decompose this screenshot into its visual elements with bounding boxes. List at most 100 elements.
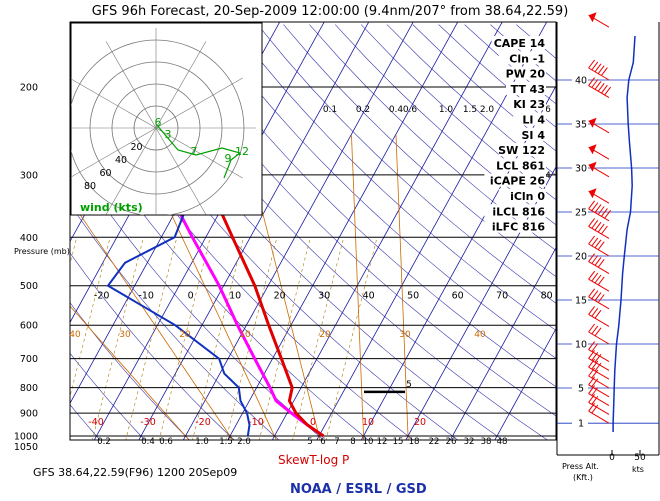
mixing-ratio-label-bottom: 8 [350, 437, 355, 447]
hodograph-point-label: 6 [155, 116, 162, 129]
index-value: LCL 861 [496, 159, 545, 172]
mixing-ratio-label: 0.4 [389, 105, 404, 115]
pressure-tick-label: 600 [20, 321, 38, 332]
hodograph-label: wind (kts) [80, 201, 143, 214]
index-value: TT 43 [511, 83, 545, 96]
theta-label: 40 [474, 330, 486, 340]
temperature-tick-bottom: -10 [248, 417, 264, 428]
isotherm [271, 22, 503, 440]
mixing-ratio-label-bottom: 1.0 [195, 437, 209, 447]
temperature-tick-bottom: 20 [414, 417, 426, 428]
barb-feather [594, 81, 602, 90]
temperature-tick-top: -10 [138, 291, 154, 302]
barb-feather [588, 306, 595, 315]
isotherm [494, 327, 556, 440]
index-bg [506, 97, 546, 111]
barb-feather [597, 241, 605, 250]
altitude-tick-label: 20 [575, 252, 587, 263]
mixing-ratio-label-bottom: 15 [393, 437, 404, 447]
hodograph-spoke [105, 41, 157, 129]
barb-staff [588, 278, 610, 292]
moist-adiabat [70, 305, 190, 440]
barb-staff [588, 296, 610, 310]
barb-feather [597, 258, 605, 268]
isotherm [182, 22, 414, 440]
barb-feather [597, 223, 605, 233]
moist-adiabat [395, 135, 409, 440]
temperature-tick-bottom: -30 [140, 417, 156, 428]
hodograph-ring-label: 20 [130, 142, 142, 153]
moist-adiabat [70, 199, 234, 440]
mixing-ratio-label-bottom: 38 [481, 437, 492, 447]
temperature-tick-top: 30 [318, 291, 330, 302]
altitude-label-bg [572, 162, 588, 173]
temperature-ticks-bottom: -40 -30 -20 -10 0 10 20 [88, 417, 426, 428]
barb-feather [601, 84, 608, 94]
theta-label: 40 [69, 330, 81, 340]
index-bg [484, 204, 546, 218]
mixing-ratio-label-bottom: 0.2 [97, 437, 111, 447]
barb-feather [591, 351, 599, 361]
altitude-tick-label: 35 [575, 120, 587, 131]
hodograph-ring-label: 80 [84, 181, 96, 192]
pressure-tick-label: 400 [20, 233, 38, 244]
pressure-tick-label: 800 [20, 383, 38, 394]
isotherm [0, 0, 15, 447]
barb-flag [588, 161, 597, 172]
barb-feather [597, 276, 605, 286]
temperature-tick-top: 40 [363, 291, 375, 302]
isotherm [360, 85, 556, 440]
hodograph-spoke [71, 78, 157, 129]
mixing-ratio-label-bottom: 2.0 [237, 437, 251, 447]
moist-adiabat [351, 135, 365, 440]
barb-feather [594, 353, 602, 363]
barb-feather [591, 378, 599, 388]
altitude-label-bg [572, 338, 588, 349]
mixing-ratio-label-mid: 4 [545, 171, 551, 181]
index-bg [491, 158, 546, 172]
plot-frame [69, 21, 557, 441]
barb-feather [594, 204, 602, 213]
barb-feather [597, 206, 605, 215]
hodograph-point-label: 9 [225, 152, 232, 165]
barb-feather [597, 65, 605, 74]
barb-feather [588, 358, 595, 368]
index-bg [506, 66, 546, 80]
speed-tick-label: 50 [634, 453, 646, 463]
temperature-tick-top: 50 [407, 291, 419, 302]
barb-feather [594, 221, 602, 231]
barb-feather [591, 387, 599, 396]
barb-feather [594, 309, 602, 319]
altitude-tick-label: 10 [575, 340, 587, 351]
temperature-tick-top: 10 [229, 291, 241, 302]
wind-barbs [588, 12, 611, 424]
altitude-label-bg [572, 118, 588, 129]
temperature-tick-top: 0 [188, 291, 194, 302]
mixing-ratio-label-mid: 5 [406, 380, 412, 390]
index-bg [513, 127, 546, 141]
chart-title: GFS 96h Forecast, 20-Sep-2009 12:00:00 (… [92, 4, 569, 19]
skewt-label: SkewT-log P [278, 453, 349, 467]
hodograph-spoke [155, 127, 207, 215]
temperature-tick-bottom: -40 [88, 417, 104, 428]
mixing-ratio-label-bottom: 1.5 [219, 437, 233, 447]
isotherm [449, 246, 556, 440]
isotherm [227, 22, 459, 440]
barb-feather [588, 288, 595, 298]
mixing-ratio-label-bottom: 0.4 [141, 437, 155, 447]
hodograph-spoke [71, 127, 157, 178]
index-value: iCAPE 26 [490, 175, 545, 188]
mixing-ratio-label-bottom: 32 [464, 437, 475, 447]
mixing-ratio-label-bottom: 18 [409, 437, 420, 447]
barb-feather [591, 307, 599, 317]
isotherm [0, 0, 60, 447]
barb-feather [591, 237, 599, 247]
barb-feather [588, 376, 595, 386]
mixing-ratio-label-bottom: 6 [320, 437, 325, 447]
barb-feather [591, 404, 599, 414]
altitude-label-bg [572, 294, 588, 305]
index-value: Cln -1 [509, 52, 545, 65]
barb-feather [588, 59, 595, 69]
